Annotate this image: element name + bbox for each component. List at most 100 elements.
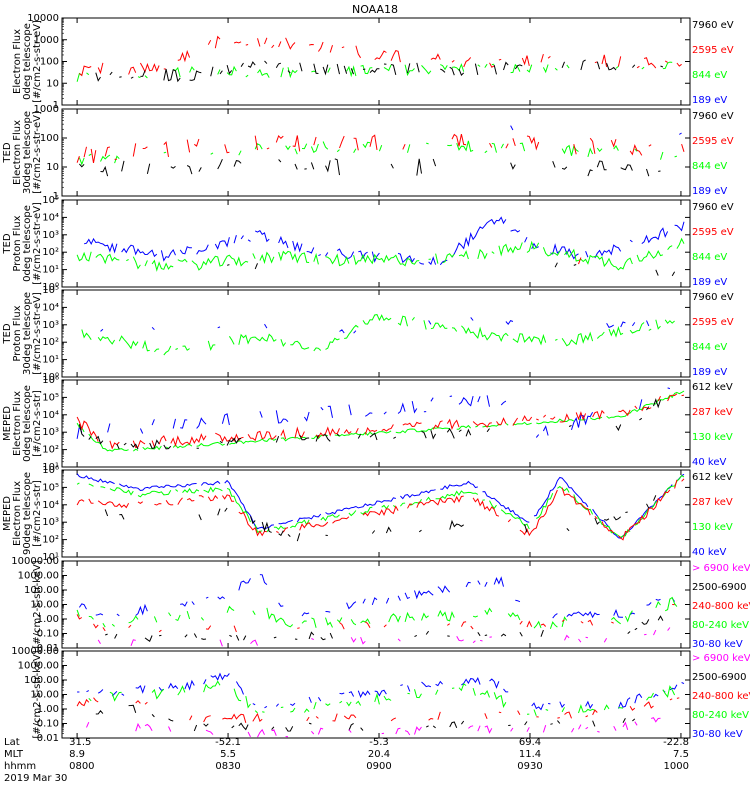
- series-line: [98, 623, 681, 646]
- y-axis-label: TED: [2, 323, 13, 344]
- series-line: [76, 478, 685, 541]
- y-axis-label: [#/cm2-s-str]: [32, 390, 43, 457]
- legend-entry: 189 eV: [692, 186, 727, 197]
- legend-entry: > 6900 keV: [692, 563, 750, 574]
- series-line: [96, 60, 684, 81]
- series-2595-ev: [79, 35, 682, 77]
- y-tick-label: 100: [40, 133, 59, 144]
- x-axis-mlt-value: 20.4: [368, 749, 390, 760]
- series-7960-ev: [226, 262, 676, 277]
- y-tick-label: 10³: [42, 230, 59, 241]
- y-tick-label: 10¹: [42, 552, 59, 563]
- y-tick-label: 10000.00: [11, 646, 59, 657]
- series-line: [76, 697, 680, 723]
- legend-entry: 844 eV: [692, 161, 727, 172]
- y-tick-label: 10⁶: [42, 465, 59, 476]
- x-axis-mlt-value: 11.4: [519, 749, 541, 760]
- x-axis-row-label: hhmm: [4, 761, 36, 772]
- panel-frame: [61, 108, 691, 197]
- y-axis-label: [#/cm2-s-str-eV]: [32, 292, 43, 375]
- panel-meped-electron-0deg: 10¹ 10² 10³ 10⁴ 10⁵ 10⁶ MEPED Electron Flux 0deg…: [2, 375, 733, 473]
- legend-entry: 30-80 keV: [692, 639, 743, 650]
- legend-entry: 287 keV: [692, 497, 733, 508]
- y-tick-label: 1000: [34, 104, 59, 115]
- y-axis-label: 90deg telescope: [22, 472, 33, 555]
- series-189-ev: [510, 125, 682, 135]
- series-line: [78, 140, 678, 166]
- y-axis-label: TED: [2, 233, 13, 254]
- y-axis-label: Electron Flux: [12, 391, 23, 456]
- y-axis-label: [#/cm2-s-str-keV]: [32, 560, 43, 648]
- y-tick-label: 10: [46, 162, 59, 173]
- series-612-kev: [79, 390, 681, 450]
- series-line: [226, 262, 676, 277]
- series-240-800-kev: [76, 604, 675, 633]
- series-line: [79, 575, 681, 619]
- series-130-kev: [76, 390, 685, 452]
- legend-entry: 612 keV: [692, 472, 733, 483]
- panel-meped-electron-90deg: 10¹ 10² 10³ 10⁴ 10⁵ 10⁶ MEPED Electron Flux 90de…: [2, 465, 733, 563]
- series-line: [79, 159, 684, 176]
- series-130-kev: [76, 474, 685, 539]
- x-axis-lat-value: -52.1: [215, 737, 241, 748]
- legend-entry: 189 eV: [692, 95, 727, 106]
- series-line: [76, 393, 685, 450]
- y-tick-label: 1: [53, 191, 59, 202]
- y-axis-label: Electron Flux: [12, 29, 23, 94]
- y-axis-label: Proton Flux: [12, 305, 23, 361]
- series-287-kev: [76, 393, 685, 450]
- series-line: [86, 717, 661, 738]
- y-tick-label: 10000: [27, 13, 59, 24]
- y-axis-label: [#/cm2-s-str-keV]: [32, 650, 43, 738]
- legend-entry: 30-80 keV: [692, 729, 743, 740]
- y-tick-label: 10⁴: [42, 410, 59, 421]
- y-tick-label: 10⁵: [42, 482, 59, 493]
- y-tick-label: 0.10: [37, 629, 59, 640]
- legend-entry: 844 eV: [692, 252, 727, 263]
- x-axis-lat-value: 69.4: [519, 737, 541, 748]
- y-axis-label: Electron Flux: [12, 481, 23, 546]
- y-tick-label: 10.00: [30, 600, 59, 611]
- series-80-240-kev: [89, 681, 680, 715]
- legend-entry: 2595 eV: [692, 227, 734, 238]
- y-tick-label: 10⁵: [42, 392, 59, 403]
- series-189-ev: [101, 317, 685, 333]
- x-axis-row-label: Lat: [4, 737, 20, 748]
- y-tick-label: 1000.00: [18, 661, 59, 672]
- x-axis-hhmm-value: 0930: [517, 761, 542, 772]
- panel-ted-proton-0deg: 10⁰ 10¹ 10² 10³ 10⁴ 10⁵ TED Proton Flux 0deg tel…: [2, 195, 734, 293]
- y-tick-label: 10000.00: [11, 556, 59, 567]
- y-axis-label: Proton Flux: [12, 215, 23, 271]
- panel-ted-proton-30deg: 10⁰ 10¹ 10² 10³ 10⁴ 10⁵ TED Proton Flux 30deg te…: [2, 285, 734, 383]
- legend-entry: 7960 eV: [692, 202, 734, 213]
- y-tick-label: 100: [40, 57, 59, 68]
- y-tick-label: 10²: [42, 247, 59, 258]
- legend-entry: 2595 eV: [692, 317, 734, 328]
- panel-frame: [61, 379, 691, 468]
- series-line: [510, 125, 682, 135]
- series-240-800-kev: [76, 697, 680, 723]
- y-tick-label: 10²: [42, 445, 59, 456]
- series-844-ev: [76, 237, 685, 272]
- y-tick-label: 0.10: [37, 719, 59, 730]
- y-axis-label: 0deg telescope: [22, 23, 33, 100]
- legend-entry: 7960 eV: [692, 111, 734, 122]
- series-7960-ev: [96, 60, 684, 81]
- y-tick-label: 1.00: [37, 704, 59, 715]
- y-tick-label: 1000: [34, 35, 59, 46]
- series-2500-6900: [96, 705, 684, 732]
- legend-entry: 40 keV: [692, 547, 726, 558]
- y-tick-label: 10⁰: [42, 372, 59, 383]
- series-line: [89, 681, 680, 715]
- series-7960-ev: [79, 159, 684, 176]
- legend-entry: 7960 eV: [692, 292, 734, 303]
- series-line: [79, 390, 681, 450]
- series-line: [76, 474, 685, 539]
- panel-ted-electron-30deg: 1 10 100 1000 TED Electron Flux 30deg telescop…: [2, 104, 734, 202]
- y-axis-label: MEPED: [2, 406, 13, 441]
- x-axis-hhmm-value: 1000: [663, 761, 688, 772]
- x-axis-mlt-value: 7.5: [673, 749, 689, 760]
- series-40-kev: [76, 473, 685, 539]
- y-tick-label: 10³: [42, 427, 59, 438]
- x-axis-row-label: 2019 Mar 30: [4, 773, 67, 784]
